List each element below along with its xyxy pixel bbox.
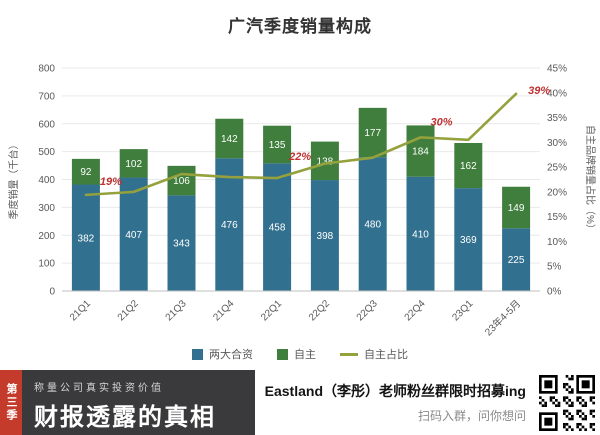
legend-item-own-brand: 自主 [277,346,316,362]
legend-swatch-green-bar [277,348,288,360]
svg-text:600: 600 [38,119,55,130]
season-ribbon: 第三季 [0,370,22,435]
svg-text:22Q2: 22Q2 [307,298,332,323]
svg-text:106: 106 [173,176,190,187]
chart-area: 广汽季度销量构成 0 100 200 300 400 500 600 700 800 0% 5% 10… [0,17,600,362]
svg-text:480: 480 [364,220,381,231]
promo-title: Eastland（李彤）老师粉丝群限时招募ing [264,383,526,399]
svg-text:39%: 39% [528,85,550,97]
svg-text:19%: 19% [100,176,122,188]
svg-text:22Q1: 22Q1 [259,298,284,323]
svg-text:407: 407 [125,230,142,241]
promo-subtitle: 扫码入群，问你想问 [417,409,526,423]
svg-text:400: 400 [38,175,55,186]
svg-text:15%: 15% [547,212,567,223]
legend-item-joint-ventures: 两大合资 [192,346,253,362]
chart-legend: 两大合资 自主 自主占比 [0,346,600,362]
svg-text:22Q3: 22Q3 [355,298,380,323]
svg-text:22%: 22% [288,151,311,163]
svg-text:500: 500 [38,147,55,158]
legend-label-own-brand: 自主 [294,349,316,361]
svg-text:35%: 35% [547,113,567,124]
svg-text:142: 142 [221,134,238,145]
svg-text:458: 458 [269,223,286,234]
qr-code [539,374,595,431]
svg-text:20%: 20% [547,187,567,198]
svg-text:200: 200 [38,231,55,242]
legend-swatch-line [340,352,358,356]
promo-block: Eastland（李彤）老师粉丝群限时招募ing 扫码入群，问你想问 [255,370,600,435]
svg-text:382: 382 [78,233,95,244]
chart-title: 广汽季度销量构成 [228,17,372,36]
svg-text:225: 225 [508,255,525,266]
svg-text:102: 102 [125,159,142,170]
svg-text:162: 162 [460,161,477,172]
svg-text:21Q1: 21Q1 [68,298,93,323]
footer: 第三季 称量公司真实投资价值 财报透露的真相 Eastland（李彤）老师粉丝群… [0,370,600,435]
svg-text:23Q1: 23Q1 [450,298,475,323]
svg-text:184: 184 [412,147,429,158]
svg-text:0%: 0% [547,287,562,298]
svg-text:5%: 5% [547,262,562,273]
svg-text:343: 343 [173,239,190,250]
svg-text:369: 369 [460,235,477,246]
svg-text:300: 300 [38,203,55,214]
legend-swatch-blue-bar [192,348,203,360]
svg-text:30%: 30% [547,138,567,149]
svg-text:45%: 45% [547,64,567,75]
brand-title: 财报透露的真相 [34,405,216,431]
svg-text:40%: 40% [547,88,567,99]
svg-text:21Q2: 21Q2 [116,298,141,323]
promo-text: Eastland（李彤）老师粉丝群限时招募ing 扫码入群，问你想问 [265,381,526,424]
svg-text:0: 0 [49,287,55,298]
svg-text:10%: 10% [547,237,567,248]
svg-text:21Q4: 21Q4 [211,298,236,323]
svg-text:25%: 25% [547,163,567,174]
svg-text:30%: 30% [431,116,453,128]
svg-text:149: 149 [508,203,525,214]
svg-text:自主品牌销量占比（%）: 自主品牌销量占比（%） [584,125,597,234]
brand-tagline: 称量公司真实投资价值 [34,383,164,394]
svg-text:季度销量（千台）: 季度销量（千台） [7,140,20,220]
svg-text:21Q3: 21Q3 [164,298,189,323]
svg-text:800: 800 [38,64,55,75]
svg-text:177: 177 [364,128,381,139]
svg-text:410: 410 [412,229,429,240]
legend-item-own-brand-share: 自主占比 [340,346,408,362]
svg-text:22Q4: 22Q4 [403,298,428,323]
svg-text:398: 398 [317,231,334,242]
svg-text:135: 135 [269,140,286,151]
svg-text:100: 100 [38,259,55,270]
legend-label-own-brand-share: 自主占比 [364,349,408,361]
svg-text:92: 92 [80,167,92,178]
svg-text:476: 476 [221,220,238,231]
svg-text:138: 138 [317,156,334,167]
svg-text:23年4-5月: 23年4-5月 [482,297,523,338]
chart-canvas: 0 100 200 300 400 500 600 700 800 0% 5% 10% 15% 20% 25… [7,64,597,339]
svg-text:700: 700 [38,91,55,102]
legend-label-joint-ventures: 两大合资 [209,349,253,361]
brand-block: 称量公司真实投资价值 财报透露的真相 [22,370,255,435]
